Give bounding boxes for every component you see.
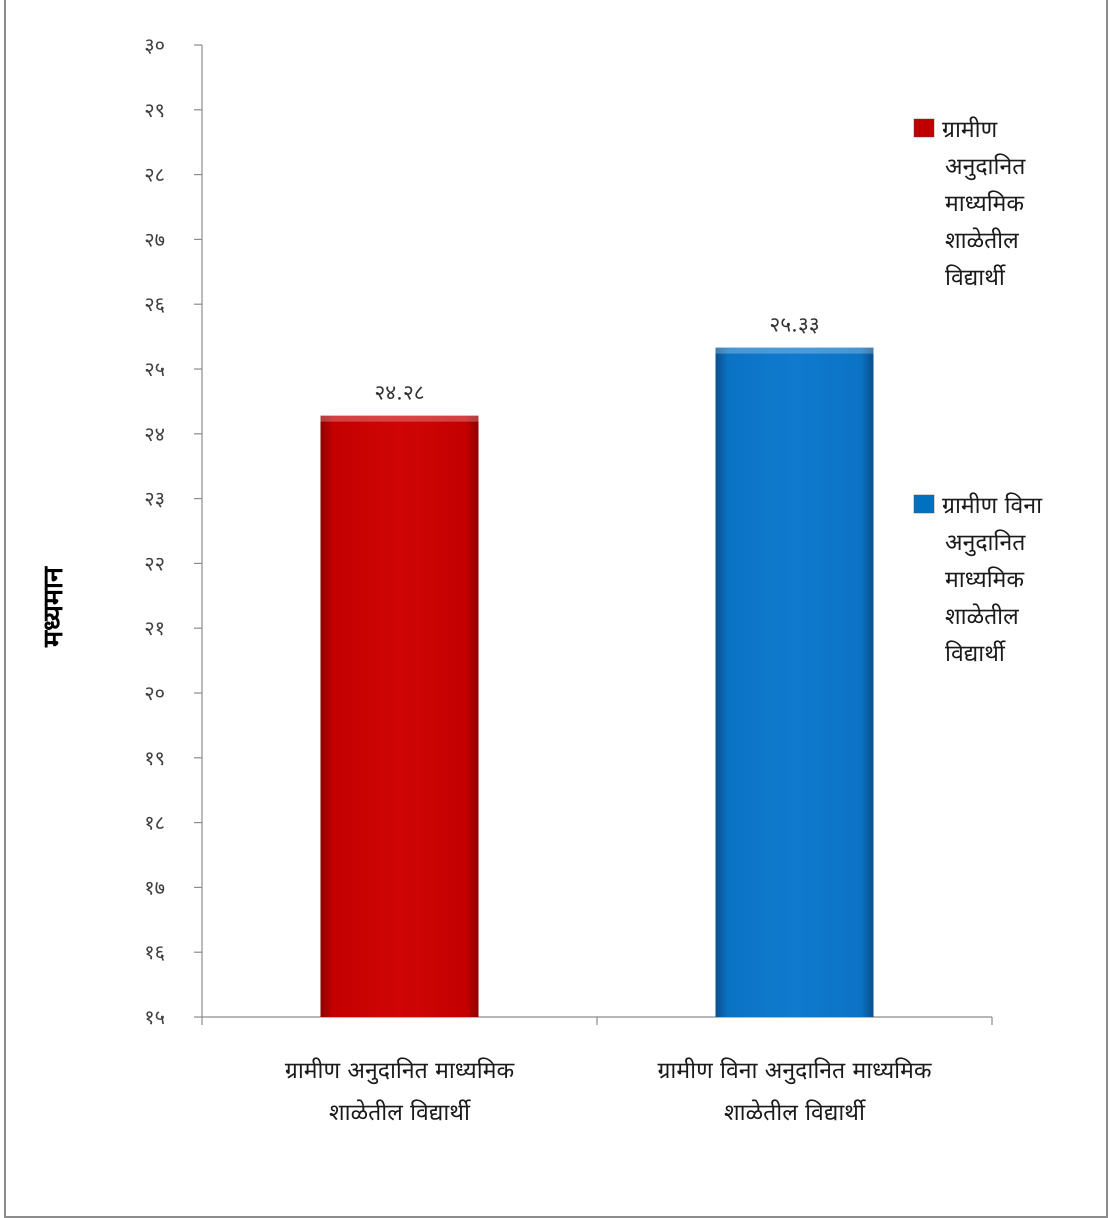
category-label: ग्रामीण अनुदानित माध्यमिक [285, 1057, 516, 1085]
y-tick-label: २७ [144, 227, 165, 251]
data-label: २५.३३ [769, 313, 819, 337]
y-tick-label: २९ [144, 98, 165, 122]
legend-text: ग्रामीण [942, 116, 998, 143]
bars: २४.२८ २५.३३ [320, 313, 874, 1018]
legend: ग्रामीण अनुदानित माध्यमिक शाळेतील विद्यार्थी… [913, 116, 1043, 667]
legend-item: ग्रामीण विना अनुदानित माध्यमिक शाळेतील विद्य… [913, 492, 1043, 667]
y-ticks: १५ १६ १७ १८ १९ २० २१ २२ २३ २४ २५ २६ २७ २८ २९ ३० [144, 33, 202, 1029]
y-axis-label-group: मध्यमान [38, 566, 69, 648]
bar [320, 415, 479, 1017]
y-tick-label: १९ [144, 746, 165, 770]
legend-text: अनुदानित [945, 153, 1026, 181]
data-label: २४.२८ [374, 381, 424, 405]
y-tick-label: १६ [144, 940, 165, 964]
y-tick-label: १५ [144, 1005, 165, 1029]
y-tick-label: २६ [144, 292, 165, 316]
bar-highlight [715, 347, 874, 354]
y-tick-label: २५ [144, 357, 165, 381]
y-tick-label: ३० [144, 33, 165, 57]
y-tick-label: २१ [144, 616, 165, 640]
y-axis-label: मध्यमान [38, 566, 69, 648]
legend-text: विद्यार्थी [945, 264, 1006, 291]
legend-item: ग्रामीण अनुदानित माध्यमिक शाळेतील विद्यार्थी [913, 116, 1026, 291]
y-tick-label: २२ [144, 551, 165, 575]
legend-text: माध्यमिक [945, 566, 1025, 593]
y-tick-label: २० [144, 681, 165, 705]
category-label: ग्रामीण विना अनुदानित माध्यमिक [657, 1057, 932, 1085]
category-label: शाळेतील विद्यार्थी [329, 1099, 471, 1126]
legend-text: शाळेतील [945, 603, 1019, 630]
legend-text: ग्रामीण विना [942, 492, 1043, 519]
y-tick-label: १८ [144, 811, 165, 835]
legend-swatch [913, 494, 935, 514]
legend-text: माध्यमिक [945, 190, 1025, 217]
y-tick-label: २४ [144, 422, 165, 446]
category-labels: ग्रामीण अनुदानित माध्यमिक शाळेतील विद्यार… [285, 1057, 933, 1126]
legend-text: विद्यार्थी [945, 640, 1006, 667]
legend-swatch [913, 118, 935, 138]
bar-highlight [320, 415, 479, 422]
y-tick-label: २८ [144, 163, 165, 187]
category-label: शाळेतील विद्यार्थी [724, 1099, 866, 1126]
legend-text: शाळेतील [945, 227, 1019, 254]
y-tick-label: १७ [144, 875, 165, 899]
bar [715, 347, 874, 1018]
chart-frame [4, 0, 1108, 1218]
legend-text: अनुदानित [945, 529, 1026, 557]
y-tick-label: २३ [144, 487, 165, 511]
